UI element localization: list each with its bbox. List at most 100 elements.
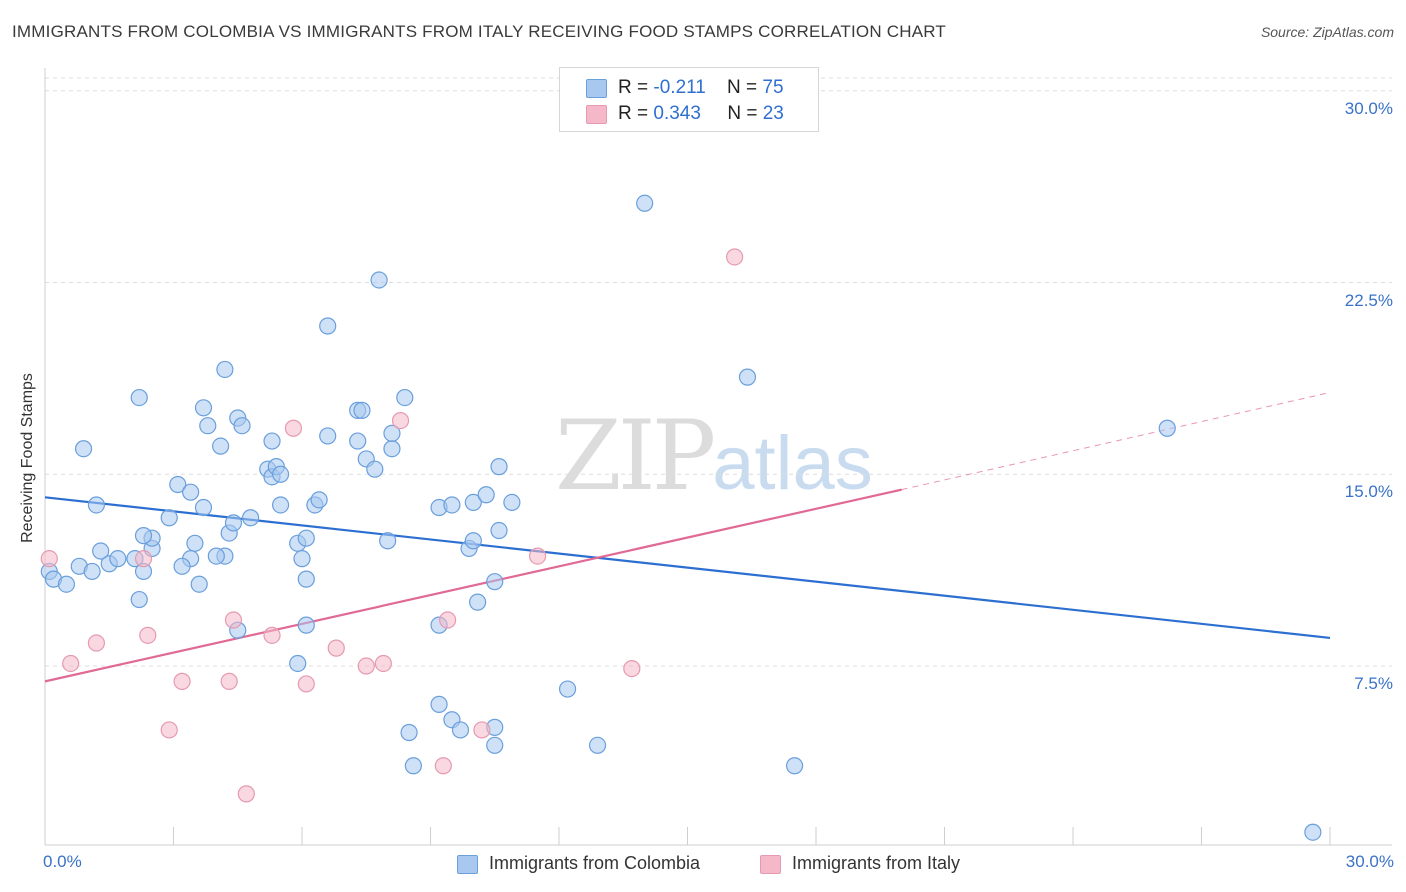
point-italy	[173, 672, 191, 690]
point-colombia	[464, 532, 482, 550]
stats-n-value: 75	[762, 77, 784, 98]
point-colombia	[173, 557, 191, 575]
point-italy	[134, 550, 153, 568]
point-colombia	[370, 271, 388, 289]
point-colombia	[558, 680, 577, 698]
point-colombia	[74, 440, 93, 458]
point-colombia	[186, 534, 204, 552]
legend-label-italy: Immigrants from Italy	[792, 853, 961, 873]
point-italy	[327, 639, 345, 657]
y-axis-title: Receiving Food Stamps	[19, 373, 36, 543]
point-italy	[224, 611, 243, 629]
point-italy	[473, 721, 491, 739]
point-colombia	[83, 562, 101, 581]
stats-n-label: N =	[727, 103, 758, 124]
point-colombia	[242, 509, 260, 527]
point-colombia	[271, 496, 290, 514]
point-colombia	[216, 360, 234, 379]
legend-label-colombia: Immigrants from Colombia	[489, 853, 701, 873]
y-tick-label: 30.0%	[1344, 98, 1393, 118]
point-colombia	[785, 757, 804, 775]
trendline-italy-extension	[901, 391, 1331, 491]
point-colombia	[383, 424, 401, 442]
point-colombia	[443, 496, 461, 514]
point-italy	[528, 547, 547, 565]
stats-r-value: -0.211	[653, 77, 706, 98]
point-colombia	[212, 437, 230, 455]
data-points	[40, 194, 1322, 841]
point-italy	[160, 721, 178, 739]
point-colombia	[199, 417, 217, 435]
point-colombia	[297, 570, 315, 588]
point-colombia	[92, 542, 110, 560]
point-italy	[284, 419, 303, 437]
point-colombia	[430, 695, 448, 713]
y-tick-label: 15.0%	[1344, 482, 1393, 502]
stats-r-label: R =	[618, 103, 649, 124]
point-colombia	[224, 514, 243, 532]
legend: Immigrants from Colombia Immigrants from…	[0, 853, 1406, 877]
point-colombia	[319, 317, 337, 335]
point-colombia	[130, 388, 148, 407]
point-italy	[439, 611, 457, 629]
point-colombia	[1158, 419, 1176, 437]
stats-n-value: 23	[762, 103, 784, 124]
point-italy	[40, 550, 58, 568]
point-colombia	[233, 417, 251, 435]
point-colombia	[130, 590, 148, 609]
point-colombia	[182, 483, 200, 501]
y-tick-label: 7.5%	[1354, 674, 1393, 694]
point-italy	[237, 785, 255, 803]
x-tick-label: 0.0%	[43, 852, 82, 871]
point-colombia	[400, 723, 418, 742]
trendlines	[44, 391, 1331, 683]
point-italy	[374, 654, 392, 673]
point-colombia	[109, 550, 127, 568]
point-italy	[357, 657, 375, 675]
point-colombia	[134, 527, 153, 545]
point-italy	[391, 411, 410, 430]
point-colombia	[190, 575, 208, 593]
stats-r-value: 0.343	[653, 103, 701, 124]
grid	[45, 77, 1392, 667]
point-italy	[87, 634, 106, 652]
point-colombia	[263, 432, 281, 450]
trendline-italy	[44, 488, 902, 683]
point-colombia	[349, 432, 367, 450]
point-italy	[139, 626, 157, 644]
point-colombia	[319, 427, 337, 445]
stats-swatch-colombia	[586, 79, 607, 98]
point-italy	[62, 654, 80, 673]
point-colombia	[503, 493, 521, 512]
point-colombia	[293, 550, 311, 568]
point-colombia	[207, 547, 225, 565]
legend-swatch-italy	[760, 855, 781, 874]
point-italy	[297, 675, 315, 693]
chart-title: IMMIGRANTS FROM COLOMBIA VS IMMIGRANTS F…	[12, 22, 946, 41]
point-colombia	[1304, 823, 1322, 841]
stats-box: R = -0.211 N = 75 R = 0.343 N = 23	[559, 67, 819, 132]
point-colombia	[383, 440, 401, 458]
point-colombia	[379, 532, 397, 550]
point-colombia	[486, 573, 504, 591]
legend-swatch-colombia	[457, 855, 478, 874]
point-colombia	[486, 736, 504, 754]
point-colombia	[490, 521, 508, 540]
stats-n-label: N =	[726, 77, 758, 98]
x-tick-label: 30.0%	[1345, 852, 1394, 871]
watermark-atlas: atlas	[712, 421, 873, 506]
chart-source: Source: ZipAtlas.com	[1260, 24, 1394, 40]
point-colombia	[87, 496, 106, 514]
stats-swatch-italy	[586, 105, 607, 124]
point-italy	[623, 659, 641, 678]
watermark: ZIPatlas	[555, 400, 873, 512]
point-colombia	[160, 509, 178, 527]
y-tick-label: 22.5%	[1344, 290, 1393, 310]
point-colombia	[477, 486, 495, 504]
point-colombia	[636, 194, 654, 212]
point-colombia	[169, 475, 187, 494]
point-colombia	[289, 654, 307, 673]
point-colombia	[469, 593, 487, 611]
point-colombia	[271, 465, 290, 483]
